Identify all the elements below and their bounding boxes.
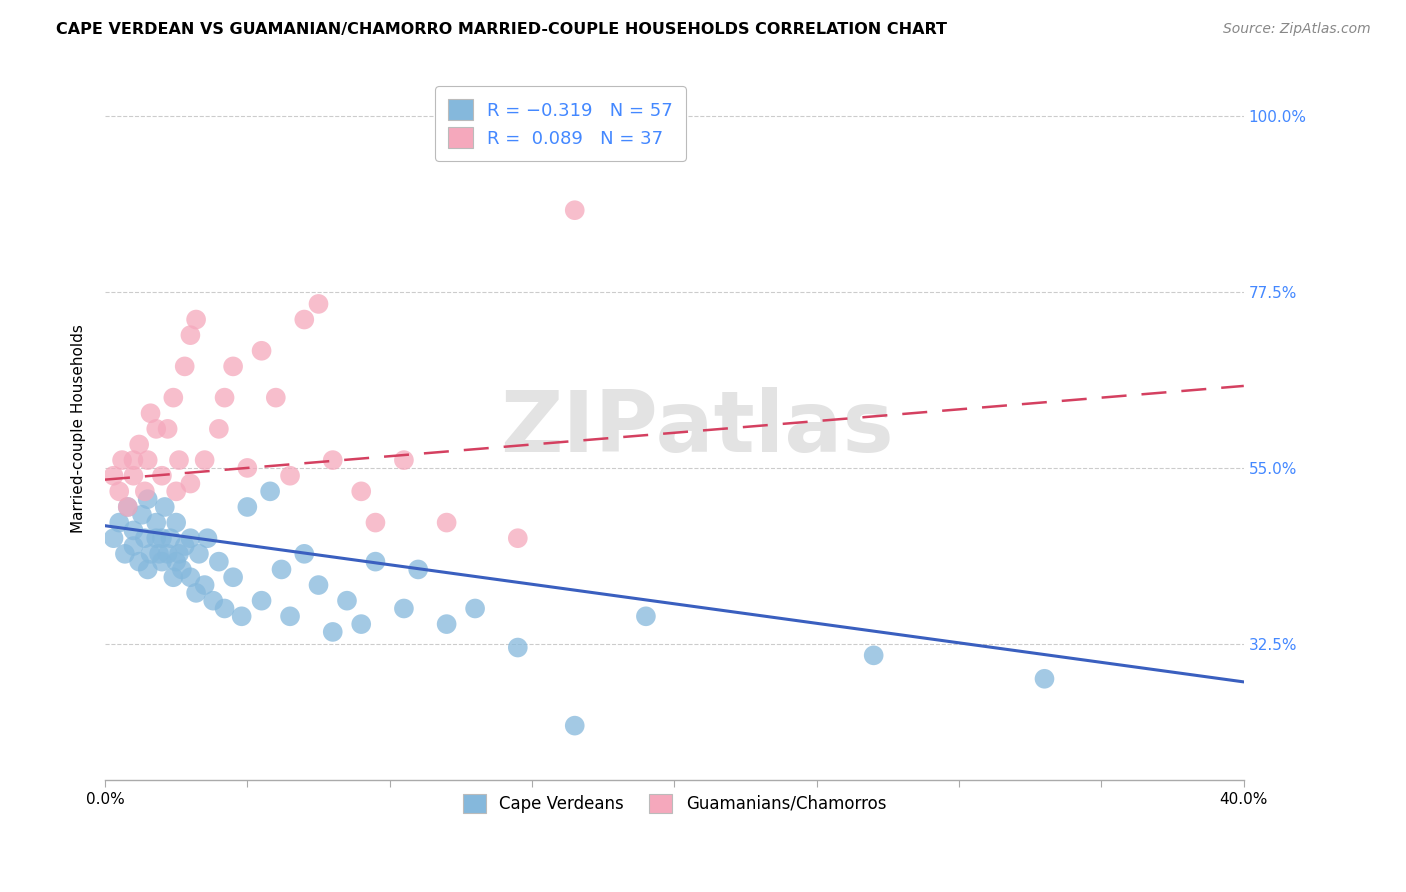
Point — [259, 484, 281, 499]
Point — [208, 422, 231, 436]
Point — [139, 406, 162, 420]
Point — [270, 562, 292, 576]
Point — [862, 648, 884, 663]
Point — [103, 468, 125, 483]
Point — [153, 500, 176, 514]
Point — [145, 531, 167, 545]
Point — [145, 422, 167, 436]
Point — [167, 453, 190, 467]
Point — [117, 500, 139, 514]
Point — [236, 500, 259, 514]
Point — [156, 422, 179, 436]
Point — [236, 461, 259, 475]
Text: Source: ZipAtlas.com: Source: ZipAtlas.com — [1223, 22, 1371, 37]
Point — [436, 617, 458, 632]
Point — [322, 453, 344, 467]
Point — [150, 555, 173, 569]
Point — [108, 484, 131, 499]
Point — [122, 524, 145, 538]
Point — [231, 609, 253, 624]
Point — [364, 555, 387, 569]
Point — [184, 586, 207, 600]
Point — [278, 609, 301, 624]
Point — [250, 593, 273, 607]
Point — [134, 531, 156, 545]
Point — [179, 531, 201, 545]
Point — [506, 640, 529, 655]
Point — [250, 343, 273, 358]
Point — [197, 531, 219, 545]
Point — [1033, 672, 1056, 686]
Point — [136, 453, 159, 467]
Point — [128, 437, 150, 451]
Point — [564, 203, 586, 218]
Point — [392, 453, 415, 467]
Point — [114, 547, 136, 561]
Point — [336, 593, 359, 607]
Point — [278, 468, 301, 483]
Point — [184, 312, 207, 326]
Point — [150, 531, 173, 545]
Point — [165, 555, 187, 569]
Point — [194, 453, 217, 467]
Point — [111, 453, 134, 467]
Point — [406, 562, 429, 576]
Point — [292, 547, 315, 561]
Point — [392, 601, 415, 615]
Point — [506, 531, 529, 545]
Point — [350, 617, 373, 632]
Point — [308, 578, 330, 592]
Point — [173, 539, 195, 553]
Point — [122, 468, 145, 483]
Point — [350, 484, 373, 499]
Point — [136, 562, 159, 576]
Point — [136, 492, 159, 507]
Point — [222, 570, 245, 584]
Point — [364, 516, 387, 530]
Point — [165, 484, 187, 499]
Point — [564, 718, 586, 732]
Point — [179, 328, 201, 343]
Point — [214, 391, 236, 405]
Legend: Cape Verdeans, Guamanians/Chamorros: Cape Verdeans, Guamanians/Chamorros — [451, 782, 898, 825]
Point — [292, 312, 315, 326]
Point — [634, 609, 657, 624]
Point — [173, 359, 195, 374]
Point — [464, 601, 486, 615]
Point — [159, 531, 181, 545]
Point — [145, 516, 167, 530]
Point — [208, 555, 231, 569]
Y-axis label: Married-couple Households: Married-couple Households — [72, 325, 86, 533]
Point — [148, 547, 170, 561]
Point — [108, 516, 131, 530]
Point — [202, 593, 225, 607]
Point — [308, 297, 330, 311]
Point — [194, 578, 217, 592]
Point — [150, 468, 173, 483]
Point — [165, 516, 187, 530]
Point — [162, 570, 184, 584]
Point — [264, 391, 287, 405]
Point — [179, 570, 201, 584]
Text: ZIPatlas: ZIPatlas — [501, 387, 894, 470]
Point — [214, 601, 236, 615]
Point — [436, 516, 458, 530]
Point — [128, 555, 150, 569]
Point — [131, 508, 153, 522]
Point — [139, 547, 162, 561]
Point — [322, 624, 344, 639]
Point — [187, 547, 209, 561]
Point — [156, 547, 179, 561]
Point — [162, 391, 184, 405]
Point — [167, 547, 190, 561]
Point — [134, 484, 156, 499]
Point — [122, 453, 145, 467]
Point — [179, 476, 201, 491]
Text: CAPE VERDEAN VS GUAMANIAN/CHAMORRO MARRIED-COUPLE HOUSEHOLDS CORRELATION CHART: CAPE VERDEAN VS GUAMANIAN/CHAMORRO MARRI… — [56, 22, 948, 37]
Point — [117, 500, 139, 514]
Point — [103, 531, 125, 545]
Point — [170, 562, 193, 576]
Point — [222, 359, 245, 374]
Point — [122, 539, 145, 553]
